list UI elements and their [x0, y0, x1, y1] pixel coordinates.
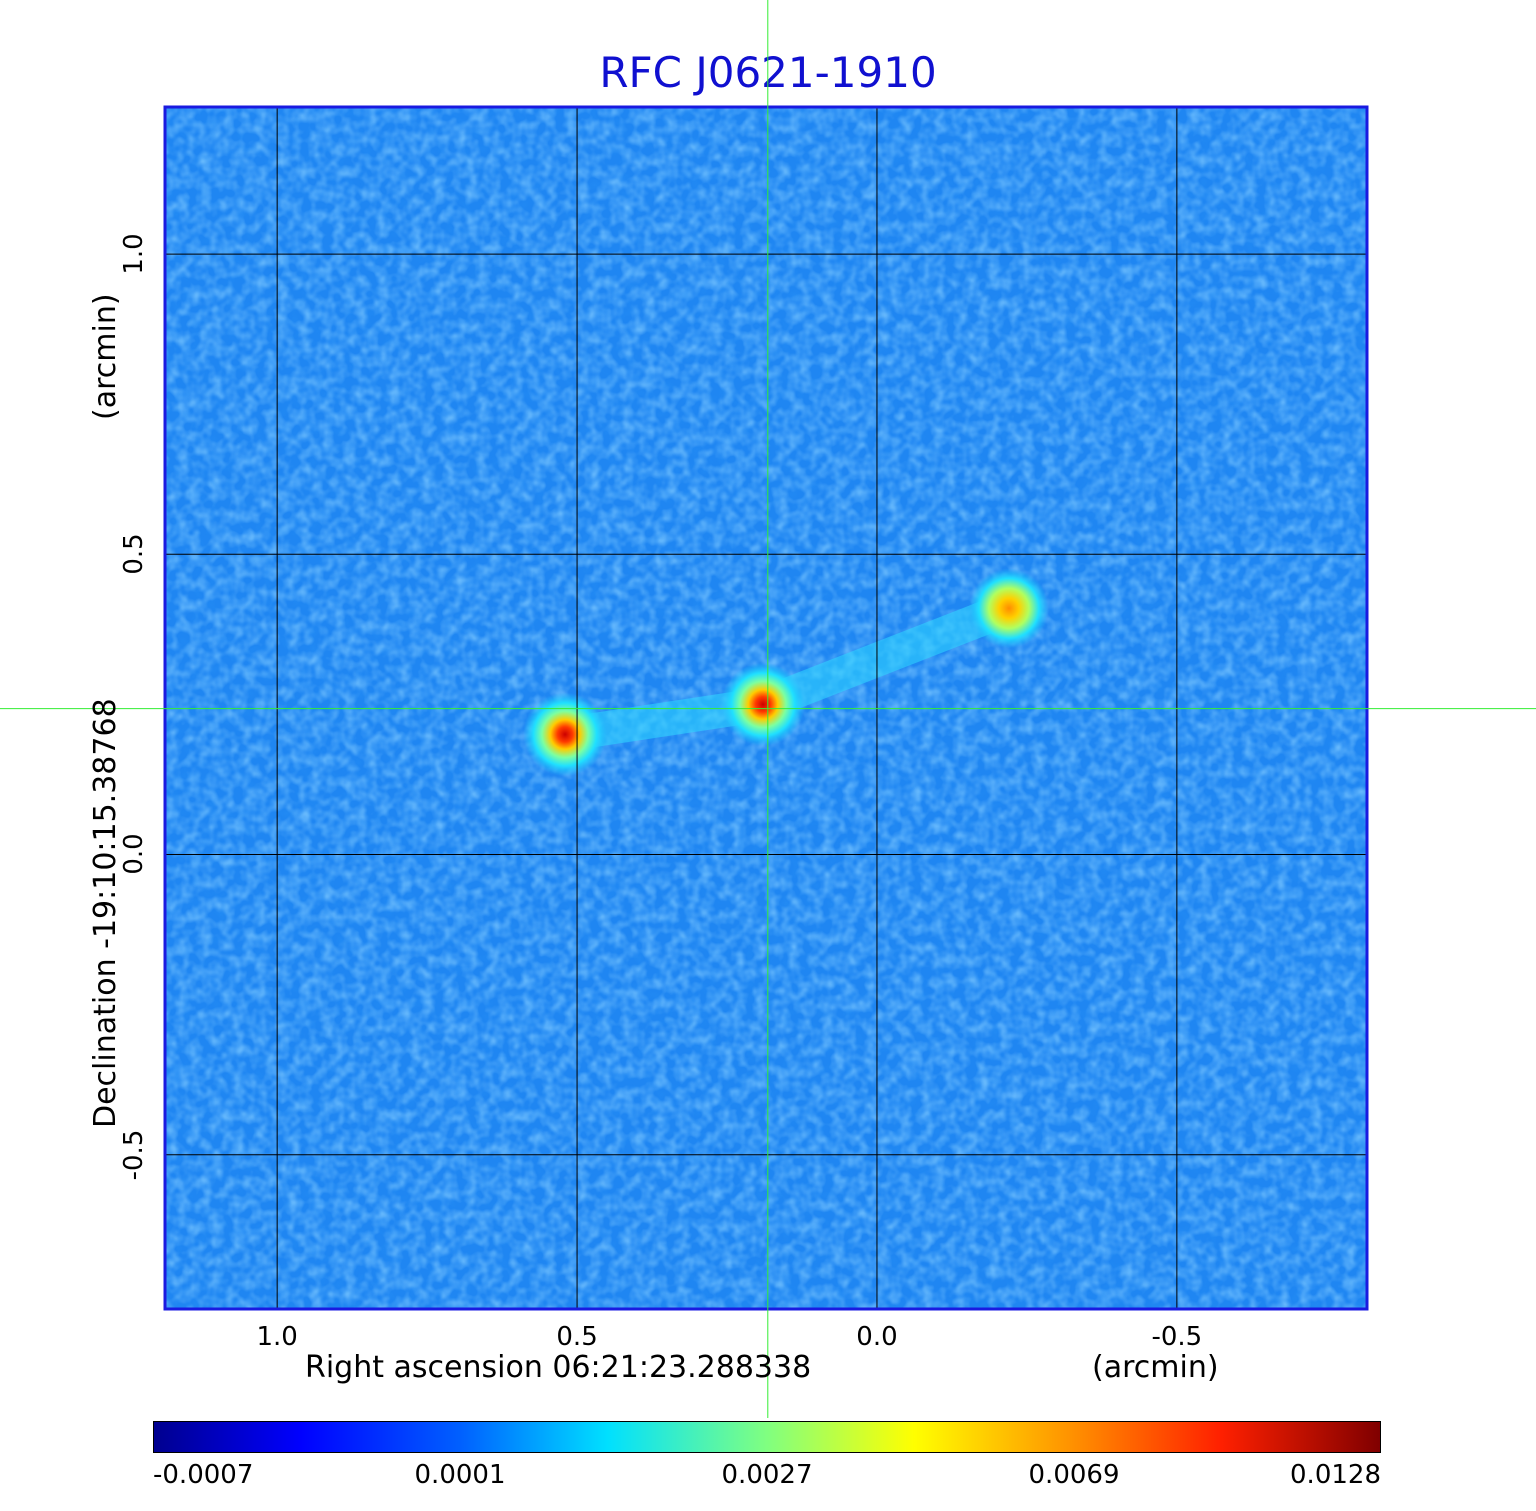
x-axis-unit: (arcmin) — [1092, 1350, 1219, 1385]
y-tick-label: 1.0 — [119, 233, 149, 275]
y-axis-label: Declination -19:10:15.38768 — [88, 698, 123, 1128]
radio-source — [721, 662, 806, 747]
colorbar — [153, 1421, 1381, 1453]
radio-source — [523, 692, 608, 777]
x-axis-label: Right ascension 06:21:23.288338 — [305, 1350, 812, 1385]
y-axis-unit: (arcmin) — [88, 293, 123, 420]
y-tick-label: 0.0 — [119, 833, 149, 876]
colorbar-tick-label: 0.0027 — [721, 1460, 813, 1490]
y-tick-label: -0.5 — [119, 1129, 149, 1181]
image-frame — [163, 105, 1369, 1311]
x-tick-label: 0.5 — [556, 1322, 598, 1352]
y-tick-label: 0.5 — [119, 533, 149, 575]
colorbar-tick-label: 0.0128 — [1290, 1460, 1381, 1490]
crosshair — [0, 0, 1536, 1418]
coordinate-grid — [165, 107, 1367, 1309]
radio-sources — [523, 568, 1049, 777]
x-tick-label: -0.5 — [1151, 1322, 1203, 1352]
colorbar-tick-label: 0.0069 — [1028, 1460, 1120, 1490]
x-tick-label: 1.0 — [256, 1322, 298, 1352]
colorbar-tick-label: -0.0007 — [153, 1460, 254, 1490]
colorbar-tick-label: 0.0001 — [414, 1460, 506, 1490]
radio-source — [968, 568, 1049, 649]
x-tick-label: 0.0 — [856, 1322, 898, 1352]
